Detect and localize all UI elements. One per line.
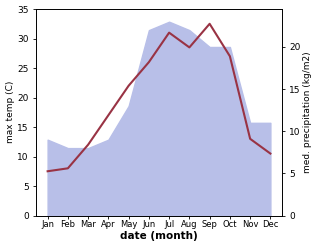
Y-axis label: max temp (C): max temp (C) bbox=[5, 81, 15, 144]
Y-axis label: med. precipitation (kg/m2): med. precipitation (kg/m2) bbox=[303, 51, 313, 173]
X-axis label: date (month): date (month) bbox=[120, 231, 198, 242]
